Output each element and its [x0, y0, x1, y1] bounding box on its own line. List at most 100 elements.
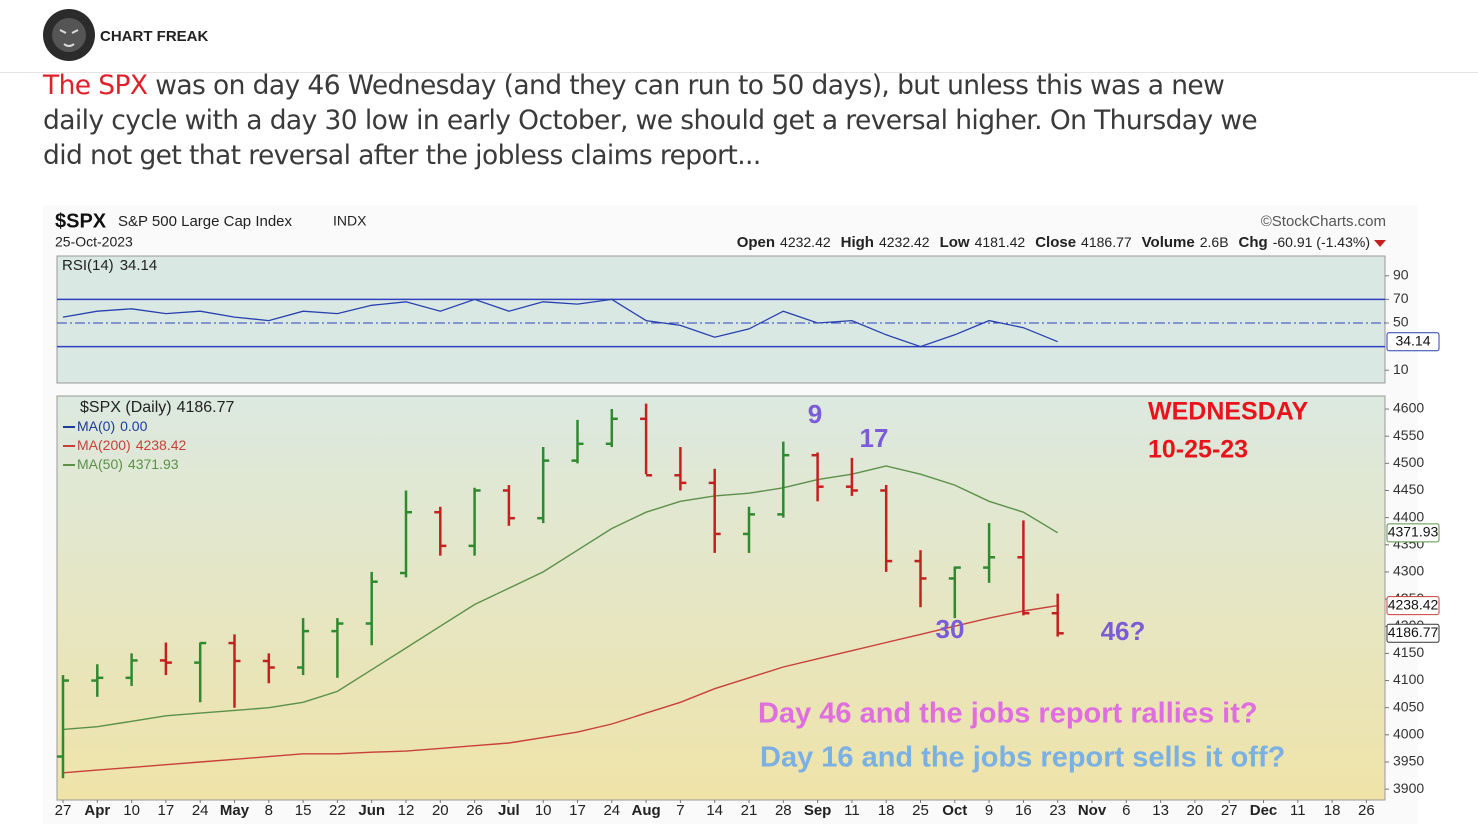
x-tick-label: Dec — [1250, 802, 1278, 819]
legend-entry: MA(0) 0.00 — [77, 418, 148, 434]
y-tick-label: 4600 — [1393, 400, 1424, 416]
rsi-y-tick-label: 50 — [1393, 314, 1409, 330]
brand-logo — [43, 9, 95, 61]
quote-value: 4181.42 — [975, 234, 1026, 250]
x-tick-label: 23 — [1049, 802, 1066, 819]
x-tick-label: 26 — [1358, 802, 1375, 819]
annotation: 17 — [860, 423, 889, 453]
legend-name: $SPX (Daily) — [80, 399, 172, 416]
chart-date: 25-Oct-2023 — [55, 234, 133, 250]
x-tick-label: 22 — [329, 802, 346, 819]
chart-frame — [43, 205, 1418, 824]
quote-value: 2.6B — [1200, 234, 1229, 250]
rsi-panel — [56, 255, 1386, 384]
annotation: Day 46 and the jobs report rallies it? — [758, 698, 1258, 730]
x-tick-label: Jul — [498, 802, 520, 819]
brand-name: CHART FREAK — [100, 28, 209, 45]
rsi-line — [62, 298, 1058, 348]
logo-features — [59, 29, 79, 47]
rsi-legend-value: 34.14 — [120, 257, 158, 274]
annotation: 9 — [808, 399, 822, 429]
x-tick-label: Apr — [84, 802, 110, 819]
annotation: Day 16 and the jobs report sells it off? — [760, 742, 1285, 774]
x-tick-label: 11 — [844, 802, 860, 819]
y-tick-label: 4250 — [1393, 590, 1424, 606]
legend-value: 4186.77 — [177, 399, 235, 416]
quote-label: Low — [940, 234, 970, 251]
x-tick-label: 8 — [265, 802, 273, 819]
rsi-legend: RSI(14) 34.14 — [62, 257, 157, 274]
source: ©StockCharts.com — [1261, 213, 1386, 230]
value-box-label: 4186.77 — [1388, 624, 1439, 640]
x-tick-label: 18 — [878, 802, 895, 819]
x-tick-label: 27 — [55, 802, 72, 819]
y-tick-label: 3900 — [1393, 780, 1424, 796]
moving-average — [62, 465, 1059, 731]
x-tick-label: 7 — [676, 802, 684, 819]
quote-value: 4232.42 — [879, 234, 930, 250]
moving-average — [62, 604, 1058, 774]
legend-value: 4371.93 — [128, 456, 179, 472]
x-tick-label: 6 — [1122, 802, 1130, 819]
x-tick-label: 11 — [1290, 802, 1306, 819]
x-tick-label: 17 — [569, 802, 586, 819]
y-tick-label: 4550 — [1393, 427, 1424, 443]
price-panel — [56, 395, 1386, 801]
value-box-label: 4371.93 — [1388, 524, 1439, 540]
value-box — [1386, 523, 1440, 543]
y-tick-label: 3950 — [1393, 753, 1424, 769]
value-box-label: 4238.42 — [1388, 596, 1439, 612]
x-tick-label: 10 — [535, 802, 552, 819]
value-box — [1386, 332, 1440, 352]
legend-value: 0.00 — [120, 418, 147, 434]
y-tick-label: 4100 — [1393, 671, 1424, 687]
annotation: 30 — [936, 614, 965, 644]
annotation: WEDNESDAY — [1148, 398, 1309, 426]
quote-label: Open — [737, 234, 775, 251]
y-tick-label: 4350 — [1393, 535, 1424, 551]
x-tick-label: 12 — [398, 802, 415, 819]
quote-value: 4186.77 — [1081, 234, 1132, 250]
x-tick-label: 24 — [192, 802, 209, 819]
y-tick-label: 4150 — [1393, 644, 1424, 660]
intro-text: The SPX was on day 46 Wednesday (and the… — [43, 68, 1463, 173]
x-tick-label: 15 — [295, 802, 312, 819]
annotation: 46? — [1101, 616, 1146, 646]
intro-line: The SPX was on day 46 Wednesday (and the… — [43, 68, 1463, 103]
legend-value: 4238.42 — [136, 437, 187, 453]
y-tick-label: 4050 — [1393, 698, 1424, 714]
legend-entry: MA(200) 4238.42 — [77, 437, 187, 453]
intro-text-line: was on day 46 Wednesday (and they can ru… — [147, 70, 1225, 101]
x-tick-label: Sep — [804, 802, 832, 819]
x-tick-label: 14 — [706, 802, 723, 819]
legend-entry: MA(50) 4371.93 — [77, 456, 179, 472]
logo-face — [52, 18, 86, 52]
x-tick-label: Jun — [358, 802, 385, 819]
x-tick-label: 16 — [1015, 802, 1032, 819]
exchange: INDX — [333, 213, 367, 229]
quote-label: Close — [1035, 234, 1076, 251]
x-tick-label: 27 — [1221, 802, 1238, 819]
rsi-legend-name: RSI(14) — [62, 257, 114, 274]
rsi-y-tick-label: 70 — [1393, 290, 1409, 306]
value-box — [1386, 596, 1440, 616]
x-tick-label: 28 — [775, 802, 792, 819]
y-tick-label: 4200 — [1393, 617, 1424, 633]
x-tick-label: 9 — [985, 802, 993, 819]
y-tick-label: 4000 — [1393, 726, 1424, 742]
y-tick-label: 4500 — [1393, 454, 1424, 470]
intro-lead: The SPX — [43, 70, 148, 101]
x-tick-label: 10 — [123, 802, 140, 819]
x-tick-label: 21 — [741, 802, 758, 819]
legend-name: MA(200) — [77, 437, 131, 453]
intro-line: daily cycle with a day 30 low in early O… — [43, 105, 1258, 136]
quote-label: Volume — [1142, 234, 1195, 251]
intro-line: did not get that reversal after the jobl… — [43, 140, 761, 171]
chart-subtitle: S&P 500 Large Cap Index — [118, 213, 293, 230]
quote-value: 4232.42 — [780, 234, 831, 250]
x-tick-label: 13 — [1152, 802, 1169, 819]
x-tick-label: 20 — [432, 802, 449, 819]
y-tick-label: 4300 — [1393, 563, 1424, 579]
legend-name: MA(50) — [77, 456, 123, 472]
